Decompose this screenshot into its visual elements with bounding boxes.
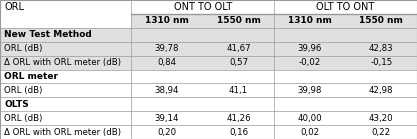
Text: 1550 nm: 1550 nm [216,16,260,25]
Bar [0,70,417,83]
Text: 1310 nm: 1310 nm [145,16,189,25]
Bar [0,83,417,97]
Bar [131,0,274,14]
Text: ORL meter: ORL meter [4,72,58,81]
Text: 42,98: 42,98 [369,86,394,95]
Bar [0,28,417,42]
Bar [0,111,417,125]
Text: OLT TO ONT: OLT TO ONT [317,2,375,12]
Text: ONT TO OLT: ONT TO OLT [173,2,232,12]
Text: OLTS: OLTS [4,100,29,109]
Text: ORL (dB): ORL (dB) [4,86,43,95]
Text: 39,98: 39,98 [298,86,322,95]
Text: 43,20: 43,20 [369,114,394,123]
Bar [131,14,417,28]
Bar [274,0,417,14]
Text: Δ ORL with ORL meter (dB): Δ ORL with ORL meter (dB) [4,58,121,67]
Text: 41,67: 41,67 [226,44,251,53]
Bar [0,42,417,56]
Text: 40,00: 40,00 [298,114,322,123]
Text: 0,57: 0,57 [229,58,248,67]
Text: 0,02: 0,02 [300,128,319,136]
Text: 0,20: 0,20 [158,128,177,136]
Text: 39,78: 39,78 [155,44,179,53]
Text: 38,94: 38,94 [155,86,179,95]
Text: ORL: ORL [4,2,24,12]
Bar [0,14,131,28]
Text: 42,83: 42,83 [369,44,394,53]
Text: 0,16: 0,16 [229,128,248,136]
Text: 0,22: 0,22 [372,128,391,136]
Text: ORL (dB): ORL (dB) [4,114,43,123]
Text: 39,96: 39,96 [298,44,322,53]
Text: 1310 nm: 1310 nm [288,16,332,25]
Text: 41,1: 41,1 [229,86,248,95]
Bar [0,56,417,70]
Text: -0,02: -0,02 [299,58,321,67]
Text: 1550 nm: 1550 nm [359,16,403,25]
Bar [0,0,131,14]
Text: New Test Method: New Test Method [4,30,92,39]
Bar [0,97,417,111]
Text: 0,84: 0,84 [158,58,177,67]
Bar [0,125,417,139]
Text: -0,15: -0,15 [370,58,392,67]
Text: 39,14: 39,14 [155,114,179,123]
Text: 41,26: 41,26 [226,114,251,123]
Text: Δ ORL with ORL meter (dB): Δ ORL with ORL meter (dB) [4,128,121,136]
Text: ORL (dB): ORL (dB) [4,44,43,53]
